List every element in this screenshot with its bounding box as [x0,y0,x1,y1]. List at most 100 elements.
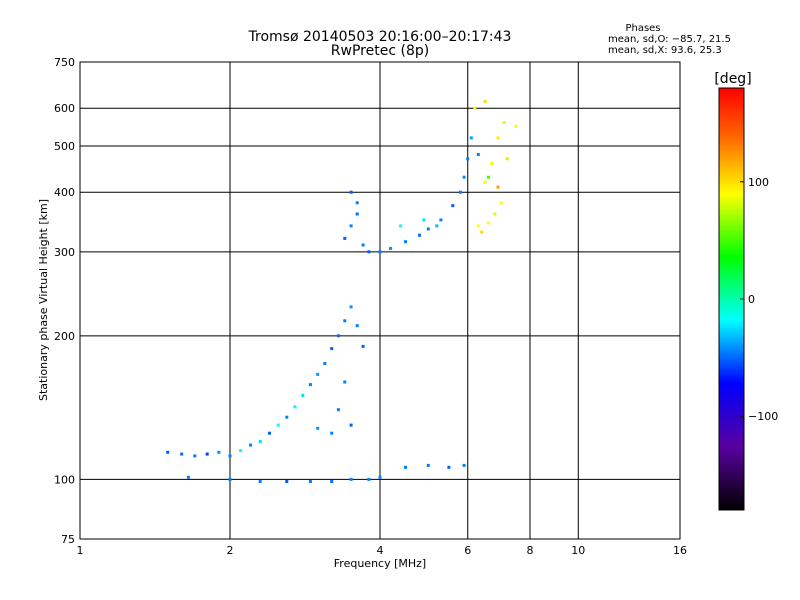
data-point [349,423,353,427]
y-tick-label: 400 [54,186,75,199]
data-point [217,450,221,454]
data-point [439,218,443,222]
data-point [228,454,232,458]
data-point [378,250,382,254]
data-point [285,480,289,483]
data-point [399,224,403,228]
data-point [367,477,371,481]
data-points [166,99,518,483]
data-point [422,218,426,222]
data-point [473,106,477,110]
data-point [496,136,500,140]
data-point [367,250,371,254]
y-tick-label: 75 [61,533,75,546]
chart-subtitle: RwPretec (8p) [331,43,429,59]
y-tick-labels: 75 100 200 300 400 500 600 750 [54,56,75,546]
data-point [349,305,353,309]
data-point [330,347,334,351]
data-point [389,246,393,250]
data-point [330,431,334,435]
data-point [404,240,407,244]
data-point [486,175,490,179]
data-point [496,185,500,189]
data-point [426,463,430,467]
data-point [462,175,466,179]
data-point [418,233,421,237]
x-tick-label: 1 [77,544,84,557]
colorbar-label: [deg] [714,71,751,87]
colorbar-tick-label: 100 [748,176,769,189]
data-point [330,480,334,483]
data-point [249,443,253,447]
data-point [476,224,480,228]
stats-line-o: mean, sd,O: −85.7, 21.5 [608,34,731,45]
stats-heading: Phases [625,23,660,34]
data-point [316,426,320,430]
x-tick-label: 4 [377,544,384,557]
x-tick-label: 16 [673,544,687,557]
data-point [361,243,365,247]
data-point [293,405,297,409]
data-point [502,121,506,124]
data-point [349,224,353,228]
data-point [483,99,487,103]
data-point [480,230,484,234]
data-point [285,415,289,419]
data-point [490,161,494,165]
data-point [469,136,473,140]
data-point [323,362,327,365]
data-point [258,480,262,483]
grid [80,62,680,539]
plot-frame [79,61,681,540]
x-tick-labels: 1 2 4 6 8 10 16 [77,544,688,557]
colorbar-tick-label: −100 [748,410,778,423]
data-point [378,475,382,479]
data-point [343,380,347,384]
y-tick-label: 600 [54,102,75,115]
y-tick-label: 300 [54,246,75,259]
data-point [193,454,197,458]
data-point [276,423,280,427]
x-tick-label: 2 [227,544,234,557]
data-point [361,344,365,348]
data-point [349,190,353,194]
data-point [355,212,359,216]
colorbar-tick-label: 0 [748,293,755,306]
data-point [476,153,480,156]
x-tick-label: 6 [464,544,471,557]
data-point [447,465,451,469]
data-point [343,319,347,323]
data-point [355,201,359,205]
y-tick-label: 200 [54,330,75,343]
data-point [514,124,518,128]
data-point [336,334,340,338]
data-point [349,477,353,481]
x-axis-label: Frequency [MHz] [334,557,426,570]
data-point [268,431,271,435]
data-point [493,212,497,216]
data-point [466,157,470,161]
data-point [486,221,490,225]
data-point [355,324,359,328]
data-point [205,452,209,456]
data-point [426,227,430,231]
data-point [258,440,262,444]
data-point [308,480,312,483]
chart-title: Tromsø 20140503 20:16:00–20:17:43 [248,29,512,45]
x-tick-label: 8 [527,544,534,557]
data-point [343,236,347,240]
data-point [336,408,340,412]
data-point [435,224,439,228]
data-point [316,372,320,376]
data-point [301,393,305,397]
data-point [458,190,462,194]
data-point [180,452,184,456]
y-tick-label: 500 [54,140,75,153]
data-point [462,463,466,467]
y-tick-label: 750 [54,56,75,69]
x-tick-label: 10 [571,544,585,557]
data-point [308,383,312,387]
data-point [186,475,190,479]
data-point [499,201,503,205]
